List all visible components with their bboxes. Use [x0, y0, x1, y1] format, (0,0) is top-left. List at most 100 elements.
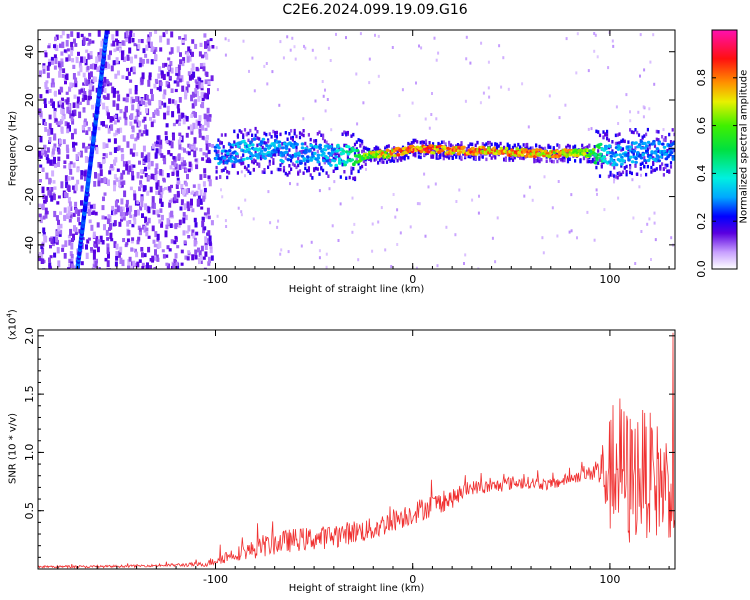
spectrogram-noise-cell [76, 96, 80, 104]
spectrogram-noise-cell [128, 220, 132, 224]
spectrogram-noise-cell [125, 106, 128, 113]
spectrogram-noise-cell [142, 145, 146, 152]
spectrogram-noise-cell [183, 203, 187, 210]
spectrogram-band-halo-cell [565, 145, 568, 150]
spectrogram-band-halo-cell [220, 141, 223, 145]
spectrogram-band-halo-cell [421, 140, 424, 144]
spectrogram-noise-cell [494, 260, 497, 264]
spectrogram-band-halo-cell [481, 142, 484, 146]
spectrogram-noise-cell [61, 41, 65, 49]
spectrogram-band-cell [492, 146, 497, 150]
spectrogram-noise-cell [611, 39, 614, 43]
spectrogram-band-cell [369, 155, 374, 159]
spectrogram-band-cell [645, 144, 649, 148]
spectrogram-noise-cell [126, 141, 130, 148]
spectrogram-band-halo-cell [526, 142, 529, 147]
spectrogram-band-halo-cell [666, 149, 669, 153]
spectrogram-band-halo-cell [485, 157, 488, 162]
spectrogram-band-cell [645, 149, 649, 153]
spectrogram-noise-cell [107, 251, 110, 259]
spectrogram-noise-cell [106, 267, 110, 269]
spectrogram-band-halo-cell [620, 148, 623, 152]
spectrogram-band-cell [355, 148, 360, 153]
spectrogram-noise-cell [122, 170, 126, 175]
spectrogram-band-halo-cell [625, 164, 628, 169]
spectrogram-noise-cell [99, 48, 103, 56]
spectrogram-noise-cell [65, 57, 69, 62]
spectrogram-noise-cell [127, 265, 130, 269]
spectrogram-noise-cell [55, 34, 59, 40]
spectrogram-band-halo-cell [332, 156, 335, 161]
spectrogram-noise-cell [90, 224, 94, 231]
spectrogram-noise-cell [199, 189, 203, 196]
spectrogram-noise-cell [136, 172, 140, 179]
spectrogram-noise-cell [80, 175, 84, 180]
spectrogram-noise-cell [56, 201, 60, 205]
spectrogram-noise-cell [158, 219, 162, 224]
spectrogram-noise-cell [136, 110, 140, 117]
spectrogram-noise-cell [195, 123, 199, 129]
spectrogram-noise-cell [117, 70, 120, 76]
spectrogram-noise-cell [142, 130, 146, 134]
spectrogram-noise-cell [118, 221, 122, 227]
spectrogram-noise-cell [151, 255, 155, 261]
spectrogram-band-halo-cell [361, 164, 364, 169]
spectrogram-noise-cell [63, 216, 67, 221]
spectrogram-noise-cell [48, 114, 52, 120]
spectrogram-noise-cell [200, 206, 204, 210]
spectrogram-noise-cell [50, 195, 54, 202]
spectrogram-band-cell [266, 150, 271, 154]
spectrogram-noise-cell [331, 224, 334, 228]
spectrogram-band-halo-cell [338, 146, 341, 150]
spectrogram-noise-cell [76, 101, 80, 109]
spectrogram-noise-cell [57, 148, 61, 155]
spectrogram-band-cell [646, 158, 651, 163]
spectrogram-noise-cell [182, 117, 186, 125]
spectrogram-band-halo-cell [302, 171, 305, 175]
spectrogram-noise-cell [131, 125, 135, 129]
spectrogram-noise-cell [45, 210, 49, 215]
spectrogram-noise-cell [76, 179, 80, 185]
spectrogram-band-halo-cell [664, 163, 667, 168]
spectrogram-noise-cell [155, 163, 159, 169]
spectrogram-band-halo-cell [240, 161, 243, 166]
spectrogram-noise-cell [104, 61, 107, 68]
spectrogram-noise-cell [162, 94, 166, 100]
spectrogram-noise-cell [81, 125, 85, 131]
spectrogram-band-halo-cell [632, 130, 635, 135]
spectrogram-noise-cell [291, 36, 294, 40]
spectrogram-noise-cell [80, 209, 84, 213]
spectrogram-noise-cell [89, 51, 93, 56]
spectrogram-noise-cell [113, 220, 117, 226]
spectrogram-noise-cell [137, 100, 141, 104]
spectrogram-noise-cell [163, 112, 167, 120]
spectrogram-noise-cell [72, 102, 76, 108]
spectrogram-noise-cell [152, 210, 156, 215]
spectrogram-noise-cell [269, 221, 272, 225]
spectrogram-noise-cell [158, 85, 162, 92]
spectrogram-noise-cell [136, 132, 140, 139]
spectrogram-noise-cell [204, 93, 208, 99]
spectrogram-band-cell [300, 142, 305, 146]
spectrogram-noise-cell [42, 67, 46, 74]
spectrogram-noise-cell [143, 116, 147, 121]
spectrogram-noise-cell [155, 142, 159, 148]
spectrogram-noise-cell [79, 150, 83, 158]
spectrogram-noise-cell [51, 78, 55, 85]
spectrogram-band-halo-cell [279, 167, 282, 172]
spectrogram-noise-cell [199, 260, 203, 264]
spectrogram-noise-cell [184, 255, 188, 260]
spectrogram-band-halo-cell [377, 161, 380, 165]
spectrogram-band-halo-cell [653, 168, 657, 172]
spectrogram-noise-cell [68, 258, 72, 263]
spectrogram-band-halo-cell [373, 158, 376, 162]
spectrogram-band-halo-cell [481, 155, 484, 159]
spectrogram-noise-cell [371, 222, 374, 226]
spectrogram-noise-cell [126, 220, 130, 227]
spectrogram-band-halo-cell [295, 145, 298, 150]
spectrogram-noise-cell [86, 146, 90, 150]
spectrogram-band-halo-cell [357, 150, 360, 154]
spectrogram-noise-cell [164, 131, 168, 136]
spectrogram-band-halo-cell [451, 144, 454, 148]
spectrogram-noise-cell [359, 32, 362, 36]
